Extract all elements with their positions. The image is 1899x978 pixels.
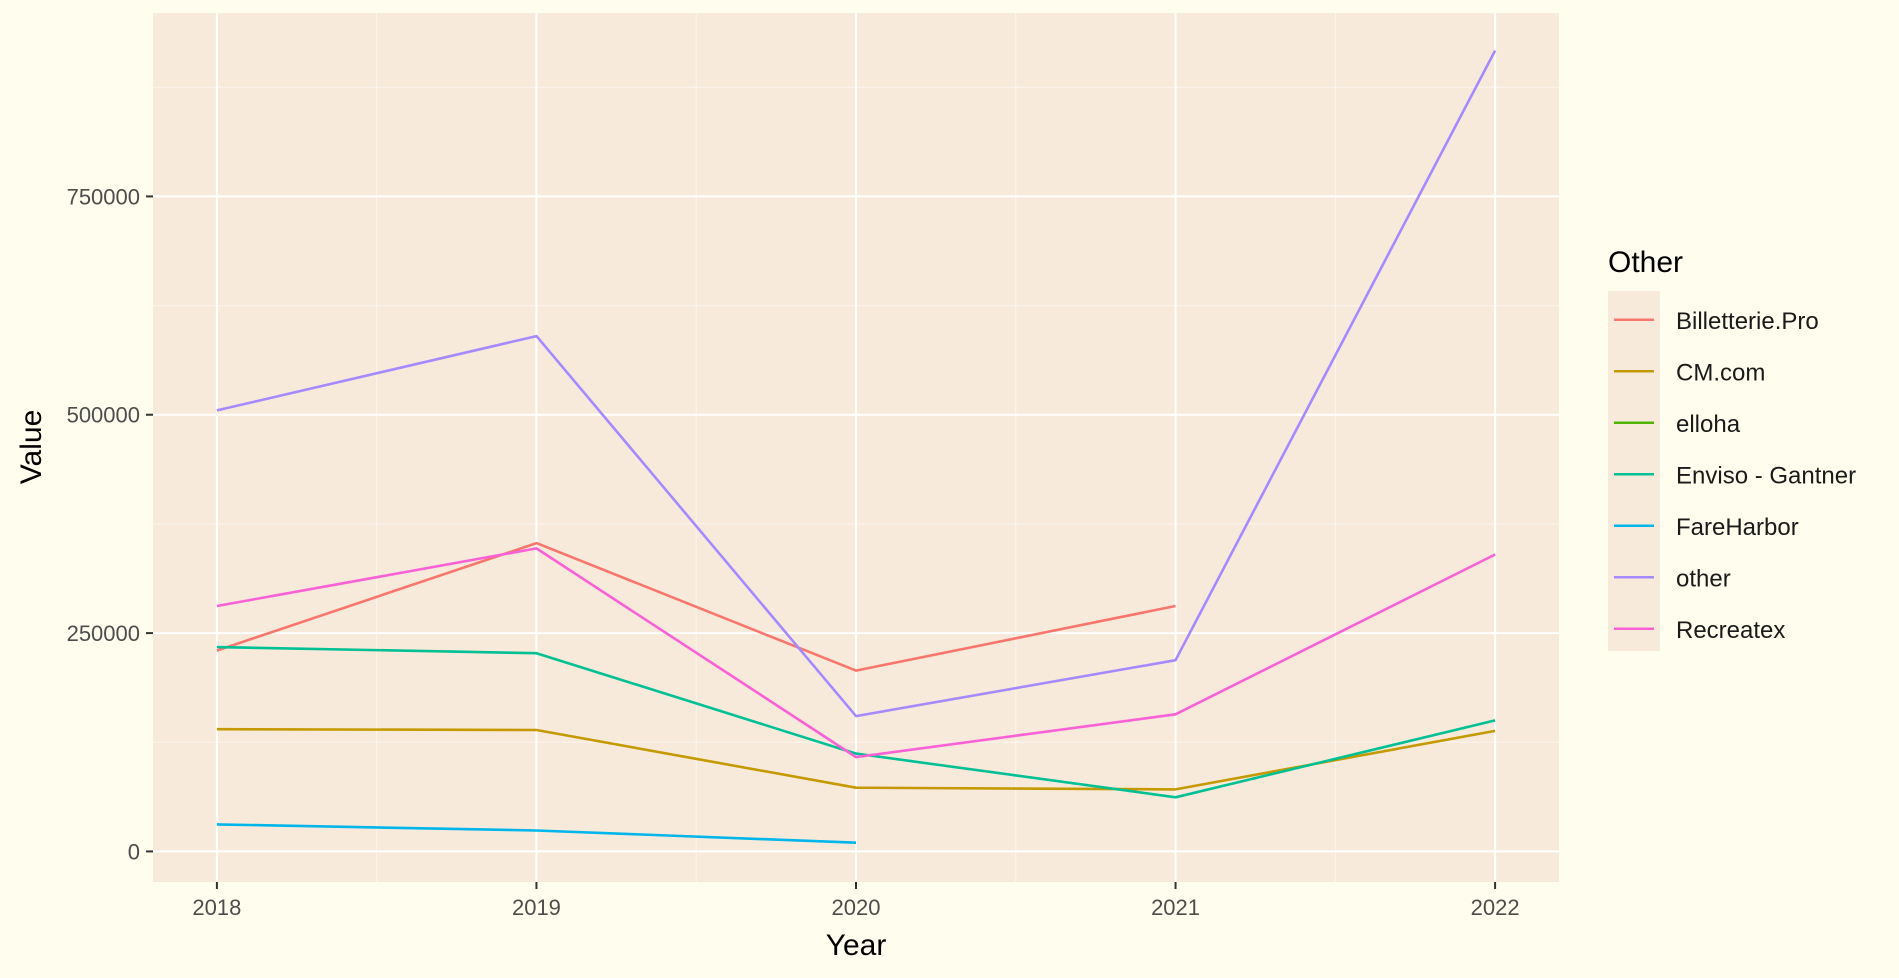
legend-label-elloha: elloha [1676,411,1741,438]
legend-label-fareharbor: FareHarbor [1676,514,1799,541]
x-tick-label: 2021 [1151,895,1200,920]
x-tick-label: 2019 [512,895,561,920]
legend-label-cm-com: CM.com [1676,359,1765,386]
y-tick-label: 0 [128,839,140,864]
legend-label-recreatex: Recreatex [1676,617,1785,644]
y-axis-title: Value [15,410,48,485]
x-tick-label: 2018 [192,895,241,920]
y-tick-label: 750000 [67,184,140,209]
legend-title: Other [1608,246,1683,279]
legend-key-background [1608,291,1660,651]
series-line-other [216,49,1497,718]
series-line-cm-com [216,727,1496,791]
legend-label-other: other [1676,565,1731,592]
y-tick-label: 250000 [67,621,140,646]
x-axis-title: Year [826,929,887,962]
legend-items: Billetterie.Pro CM.com elloha Enviso - Gant… [1614,308,1856,644]
x-tick-label: 2022 [1471,895,1520,920]
series-line-enviso-gantner [216,645,1496,799]
major-gridlines [153,13,1559,882]
y-tick-label: 500000 [67,403,140,428]
series-line-billetterie-pro [216,541,1176,672]
x-axis: 2018 2019 2020 2021 2022 [192,882,1520,920]
series-line-fareharbor [216,823,857,844]
series-line-recreatex [216,547,1496,759]
y-axis: 0 250000 500000 750000 [67,184,153,864]
legend: Other Billetterie.Pro CM.com elloha Enviso … [1608,246,1856,651]
series-lines [216,49,1497,844]
legend-label-billetterie-pro: Billetterie.Pro [1676,308,1819,335]
legend-label-enviso-gantner: Enviso - Gantner [1676,462,1856,489]
x-tick-label: 2020 [832,895,881,920]
